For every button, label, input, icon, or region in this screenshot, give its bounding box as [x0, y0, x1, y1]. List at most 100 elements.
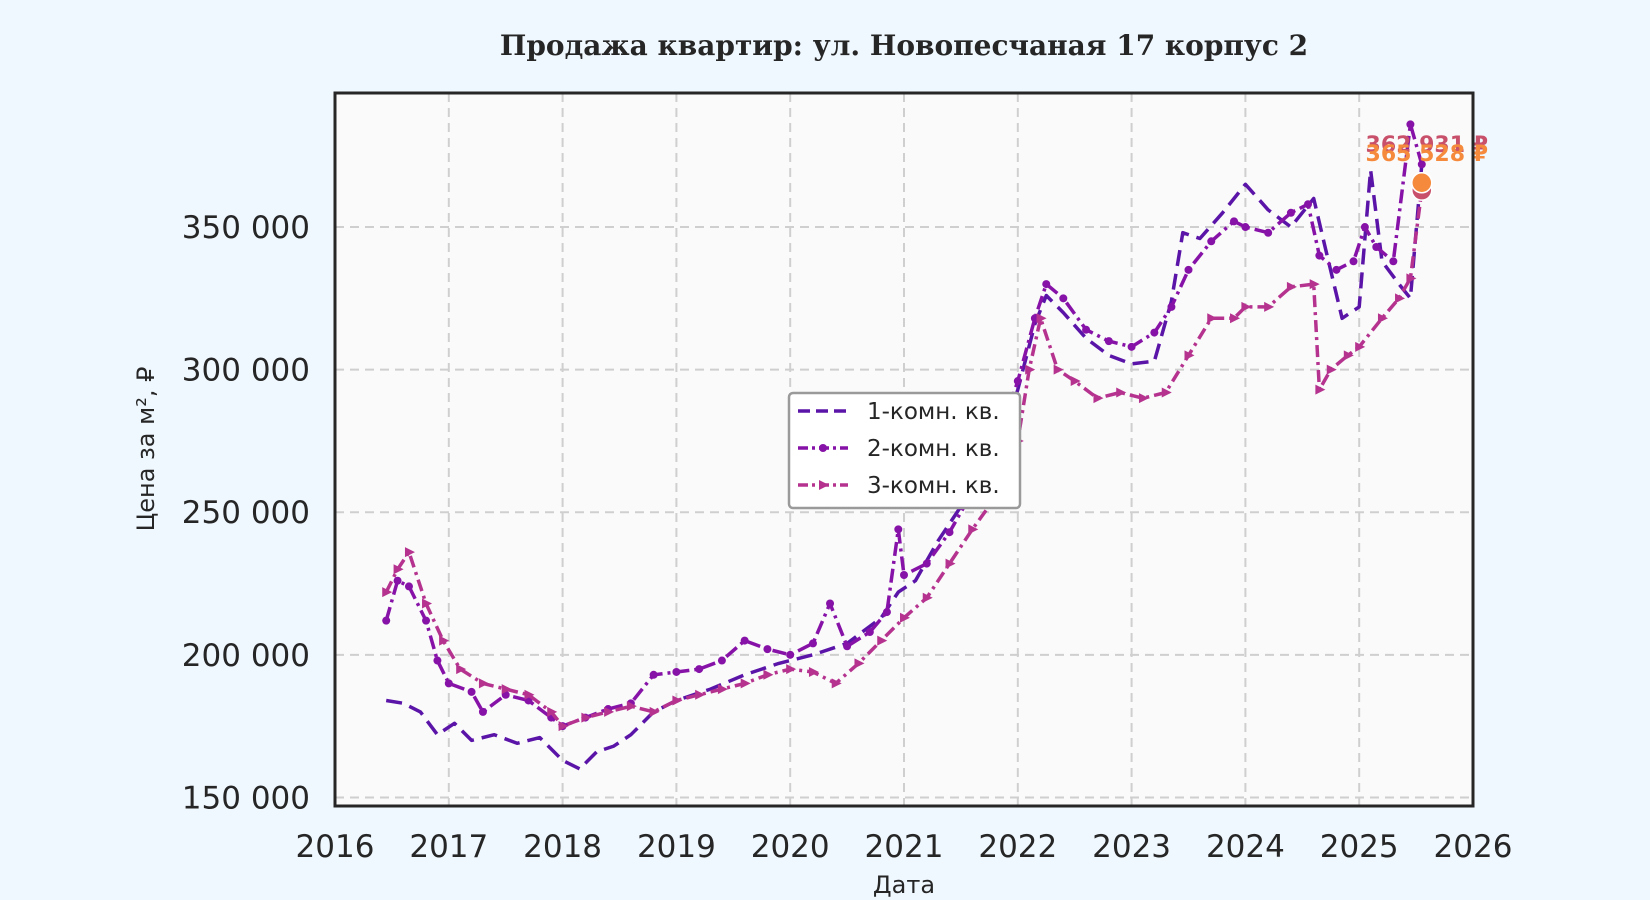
series-point — [854, 658, 865, 669]
series-point — [695, 665, 704, 674]
x-tick-label: 2019 — [637, 829, 716, 865]
y-axis: 150 000 200 000 250 000 300 000 350 000 — [182, 210, 310, 816]
series-point — [672, 695, 683, 706]
series-point — [1417, 160, 1426, 169]
series-point — [1332, 265, 1341, 274]
series-point — [922, 592, 933, 603]
series-point — [763, 669, 774, 680]
series-3 — [382, 184, 1428, 732]
series-point — [1264, 301, 1275, 312]
series-point — [808, 639, 817, 648]
series-point — [581, 712, 592, 723]
plot-frame — [333, 91, 1475, 808]
series-point — [945, 528, 954, 537]
series-point — [422, 598, 433, 609]
series-point — [1286, 281, 1297, 292]
x-tick-label: 2023 — [1092, 829, 1171, 865]
x-tick-label: 2017 — [409, 829, 488, 865]
legend-label: 3-комн. кв. — [867, 473, 1000, 499]
series-point — [626, 701, 637, 712]
series-point — [900, 612, 910, 623]
series-point — [649, 706, 660, 717]
series-point — [1303, 200, 1312, 209]
series-point — [1025, 364, 1036, 375]
series-point — [882, 608, 891, 617]
series-point — [672, 667, 681, 676]
series-point — [826, 599, 835, 608]
series-point — [1013, 377, 1022, 386]
series-point — [439, 635, 450, 646]
series-point — [717, 656, 726, 665]
series-point — [1093, 393, 1104, 404]
series-point — [786, 650, 795, 659]
series-line — [384, 122, 1424, 728]
series-point — [1082, 325, 1091, 334]
series-point — [478, 678, 489, 689]
series-point — [456, 664, 467, 675]
series-point — [393, 564, 404, 575]
series-point — [740, 678, 751, 689]
series-point — [558, 721, 569, 732]
grid — [335, 93, 1473, 806]
series-point — [894, 525, 903, 534]
end-points: 362 931 ₽365 528 ₽ — [1366, 133, 1488, 201]
series-point — [1167, 302, 1176, 311]
series-point — [831, 678, 842, 689]
series-point — [478, 707, 487, 716]
x-axis: 2016 2017 2018 2019 2020 2021 2022 2023 2024 2025… — [296, 829, 1513, 865]
series-point — [717, 684, 728, 695]
end-point-label: 365 528 ₽ — [1366, 142, 1488, 167]
series-point — [404, 582, 413, 591]
series-point — [1372, 243, 1381, 252]
legend: 1-комн. кв. 2-комн. кв. 3-комн. кв. — [787, 391, 1022, 510]
series-point — [393, 576, 402, 585]
series-point — [1059, 294, 1068, 303]
series-point — [1184, 265, 1193, 274]
series-point — [1053, 364, 1064, 375]
series-point — [1406, 273, 1417, 284]
series-point — [1377, 313, 1388, 324]
series-point — [945, 558, 956, 569]
series-point — [382, 616, 391, 625]
series-point — [1241, 223, 1250, 232]
series-point — [404, 547, 415, 558]
y-axis-label: Цена за м², ₽ — [132, 367, 160, 532]
series-point — [1315, 384, 1326, 395]
end-point-marker — [1411, 172, 1433, 194]
y-tick-label: 300 000 — [182, 353, 310, 389]
x-tick-label: 2025 — [1320, 829, 1399, 865]
x-tick-label: 2022 — [978, 829, 1057, 865]
series-point — [1116, 387, 1127, 398]
series-point — [1389, 257, 1398, 266]
legend-marker — [819, 480, 829, 490]
series-point — [467, 687, 476, 696]
series-point — [968, 524, 979, 535]
series-point — [900, 570, 908, 579]
x-tick-label: 2026 — [1434, 829, 1513, 865]
series-point — [1395, 293, 1406, 304]
series-point — [740, 636, 749, 645]
series-point — [865, 628, 874, 637]
series-point — [808, 666, 819, 677]
series-point — [649, 670, 658, 679]
x-axis-label: Дата — [873, 871, 935, 899]
series-point — [1355, 341, 1366, 352]
series-point — [422, 616, 431, 625]
legend-box — [787, 391, 1022, 510]
series-point — [524, 689, 535, 700]
series-point — [433, 656, 442, 665]
series-point — [1127, 342, 1136, 351]
series-point — [1207, 237, 1216, 246]
series-point — [604, 706, 615, 717]
x-tick-label: 2024 — [1206, 829, 1285, 865]
series-point — [1184, 350, 1195, 361]
x-tick-label: 2021 — [865, 829, 944, 865]
series-point — [1241, 301, 1252, 312]
series-point — [1309, 279, 1320, 290]
series-point — [786, 664, 797, 675]
series-point — [877, 635, 888, 646]
series-point — [1138, 393, 1149, 404]
series-point — [1315, 251, 1324, 260]
series-point — [1286, 208, 1295, 217]
